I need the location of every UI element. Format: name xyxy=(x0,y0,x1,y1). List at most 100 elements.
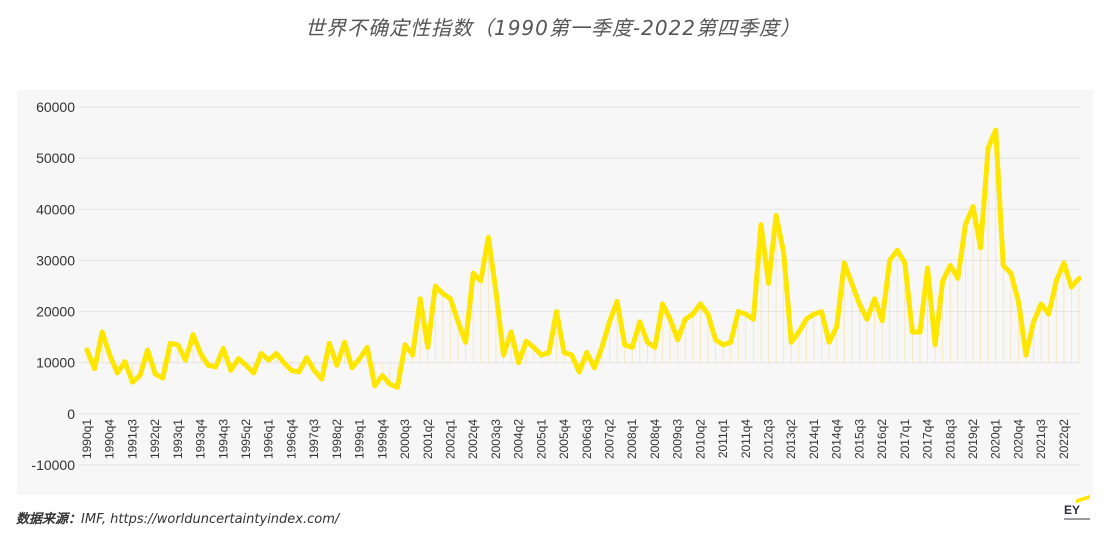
data-point xyxy=(623,343,627,347)
x-tick-label: 1995q2 xyxy=(239,419,253,459)
data-point xyxy=(910,330,915,334)
data-point xyxy=(691,312,695,316)
data-point xyxy=(305,356,309,360)
data-point xyxy=(176,343,180,347)
data-point xyxy=(320,377,324,381)
x-tick-label: 2021q3 xyxy=(1034,419,1048,459)
x-tick-label: 2022q2 xyxy=(1057,419,1071,459)
data-point xyxy=(948,263,952,268)
data-point xyxy=(471,271,475,275)
data-point xyxy=(259,351,263,356)
x-tick-label: 2017q4 xyxy=(921,419,935,459)
data-point xyxy=(857,302,861,306)
data-point xyxy=(388,382,392,386)
x-tick-label: 2011q1 xyxy=(716,419,730,458)
data-point xyxy=(956,276,960,280)
data-point xyxy=(433,284,437,288)
x-tick-label: 2005q1 xyxy=(534,419,548,459)
data-point xyxy=(683,317,687,321)
data-point xyxy=(925,266,930,270)
data-point xyxy=(1039,302,1043,306)
data-point xyxy=(267,358,271,362)
x-tick-label: 1996q1 xyxy=(262,419,276,459)
data-point xyxy=(706,312,710,316)
data-point xyxy=(827,340,831,344)
data-point xyxy=(607,320,612,324)
x-tick-label: 2008q4 xyxy=(648,419,662,459)
data-point xyxy=(804,317,808,321)
chart-panel: 60000 50000 40000 30000 20000 10000 0 -10000 199… xyxy=(17,90,1093,495)
data-point xyxy=(365,345,369,349)
data-point xyxy=(941,279,945,283)
data-point xyxy=(978,246,983,250)
x-tick-label: 1997q3 xyxy=(307,419,321,459)
x-tick-label: 2020q4 xyxy=(1011,419,1025,459)
data-point xyxy=(554,309,559,314)
data-point xyxy=(221,346,225,350)
source-label: 数据来源： xyxy=(16,512,82,527)
data-point xyxy=(1016,299,1021,303)
data-point xyxy=(782,251,786,255)
y-tick-label: 0 xyxy=(67,406,75,422)
data-point xyxy=(676,338,680,342)
data-point xyxy=(517,361,521,365)
x-tick-label: 2012q3 xyxy=(762,419,776,459)
data-point xyxy=(108,353,112,357)
data-point xyxy=(479,279,483,283)
data-point xyxy=(729,340,733,344)
x-tick-label: 1990q4 xyxy=(103,419,117,459)
data-point xyxy=(411,353,415,357)
data-point xyxy=(138,373,142,378)
data-point xyxy=(494,289,498,293)
x-tick-label: 2005q4 xyxy=(557,419,571,459)
data-point xyxy=(251,371,256,375)
data-point xyxy=(933,343,937,347)
data-point xyxy=(312,368,316,372)
x-tick-label: 2013q2 xyxy=(784,419,798,459)
y-tick-label: 50000 xyxy=(36,150,75,166)
data-point xyxy=(342,340,347,344)
x-tick-label: 2020q1 xyxy=(989,419,1003,459)
x-tick-label: 2007q2 xyxy=(603,419,617,459)
data-point xyxy=(115,371,119,375)
data-point xyxy=(448,297,453,301)
ey-logo: EY xyxy=(1064,494,1092,527)
data-point xyxy=(585,350,589,355)
ey-logo-text: EY xyxy=(1064,503,1081,517)
data-point xyxy=(153,372,157,376)
source-text: IMF, https://worlduncertaintyindex.com/ xyxy=(81,512,340,527)
x-tick-label: 1996q4 xyxy=(284,419,298,459)
y-tick-label: 20000 xyxy=(36,304,75,320)
x-tick-label: 2014q4 xyxy=(830,419,844,459)
data-point xyxy=(963,223,968,227)
data-point xyxy=(395,385,400,389)
x-tick-label: 2017q1 xyxy=(898,419,912,459)
data-point xyxy=(403,343,407,347)
data-point xyxy=(1024,353,1028,357)
data-point xyxy=(1009,271,1013,275)
data-point xyxy=(577,370,581,374)
data-point xyxy=(880,319,884,323)
data-point xyxy=(486,235,490,240)
data-point xyxy=(358,357,362,361)
data-point xyxy=(653,345,657,349)
data-point xyxy=(464,340,468,344)
data-point xyxy=(865,317,869,321)
data-point xyxy=(600,345,604,349)
x-tick-label: 2019q2 xyxy=(966,419,980,459)
chart-title: 世界不确定性指数（1990第一季度-2022第四季度） xyxy=(304,16,801,40)
data-point xyxy=(789,340,793,344)
data-point xyxy=(615,299,619,303)
data-point xyxy=(766,281,771,286)
data-point xyxy=(1062,261,1066,265)
data-point xyxy=(713,338,718,342)
data-point xyxy=(759,223,763,227)
x-tick-label: 2011q4 xyxy=(739,419,753,458)
data-point xyxy=(524,339,528,343)
x-tick-label: 1993q4 xyxy=(194,419,208,459)
data-point xyxy=(350,366,354,370)
y-tick-label: 10000 xyxy=(36,355,75,371)
data-point xyxy=(130,380,135,384)
data-point xyxy=(835,325,839,329)
data-point xyxy=(819,309,824,314)
